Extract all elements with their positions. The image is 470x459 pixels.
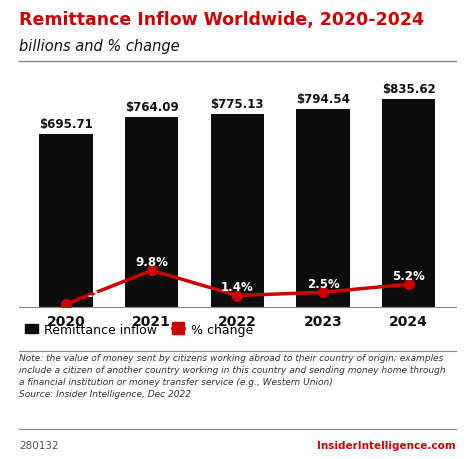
Text: 9.8%: 9.8% [135, 255, 168, 269]
Text: InsiderIntelligence.com: InsiderIntelligence.com [317, 440, 456, 450]
Text: -1.5%: -1.5% [87, 290, 125, 302]
Text: 2.5%: 2.5% [307, 277, 339, 290]
Bar [125, 118, 178, 308]
Bar [211, 115, 264, 308]
Text: 5.2%: 5.2% [392, 269, 425, 282]
Point [62, 301, 70, 308]
Text: $775.13: $775.13 [211, 98, 264, 111]
Text: $835.62: $835.62 [382, 83, 436, 96]
Text: 280132: 280132 [19, 440, 58, 450]
Point [405, 281, 413, 288]
Text: $695.71: $695.71 [39, 118, 93, 131]
Text: billions and % change: billions and % change [19, 39, 180, 54]
Bar [39, 134, 93, 308]
Point [234, 292, 241, 300]
Bar [297, 110, 350, 308]
Point [319, 289, 327, 297]
Text: $764.09: $764.09 [125, 101, 179, 114]
Text: Remittance Inflow Worldwide, 2020-2024: Remittance Inflow Worldwide, 2020-2024 [19, 11, 424, 29]
Point [148, 267, 156, 274]
Text: 1.4%: 1.4% [221, 280, 254, 293]
Text: $794.54: $794.54 [296, 93, 350, 106]
Text: Note: the value of money sent by citizens working abroad to their country of ori: Note: the value of money sent by citizen… [19, 353, 446, 398]
Bar [382, 100, 435, 308]
Legend: Remittance inflow, % change: Remittance inflow, % change [25, 323, 253, 336]
